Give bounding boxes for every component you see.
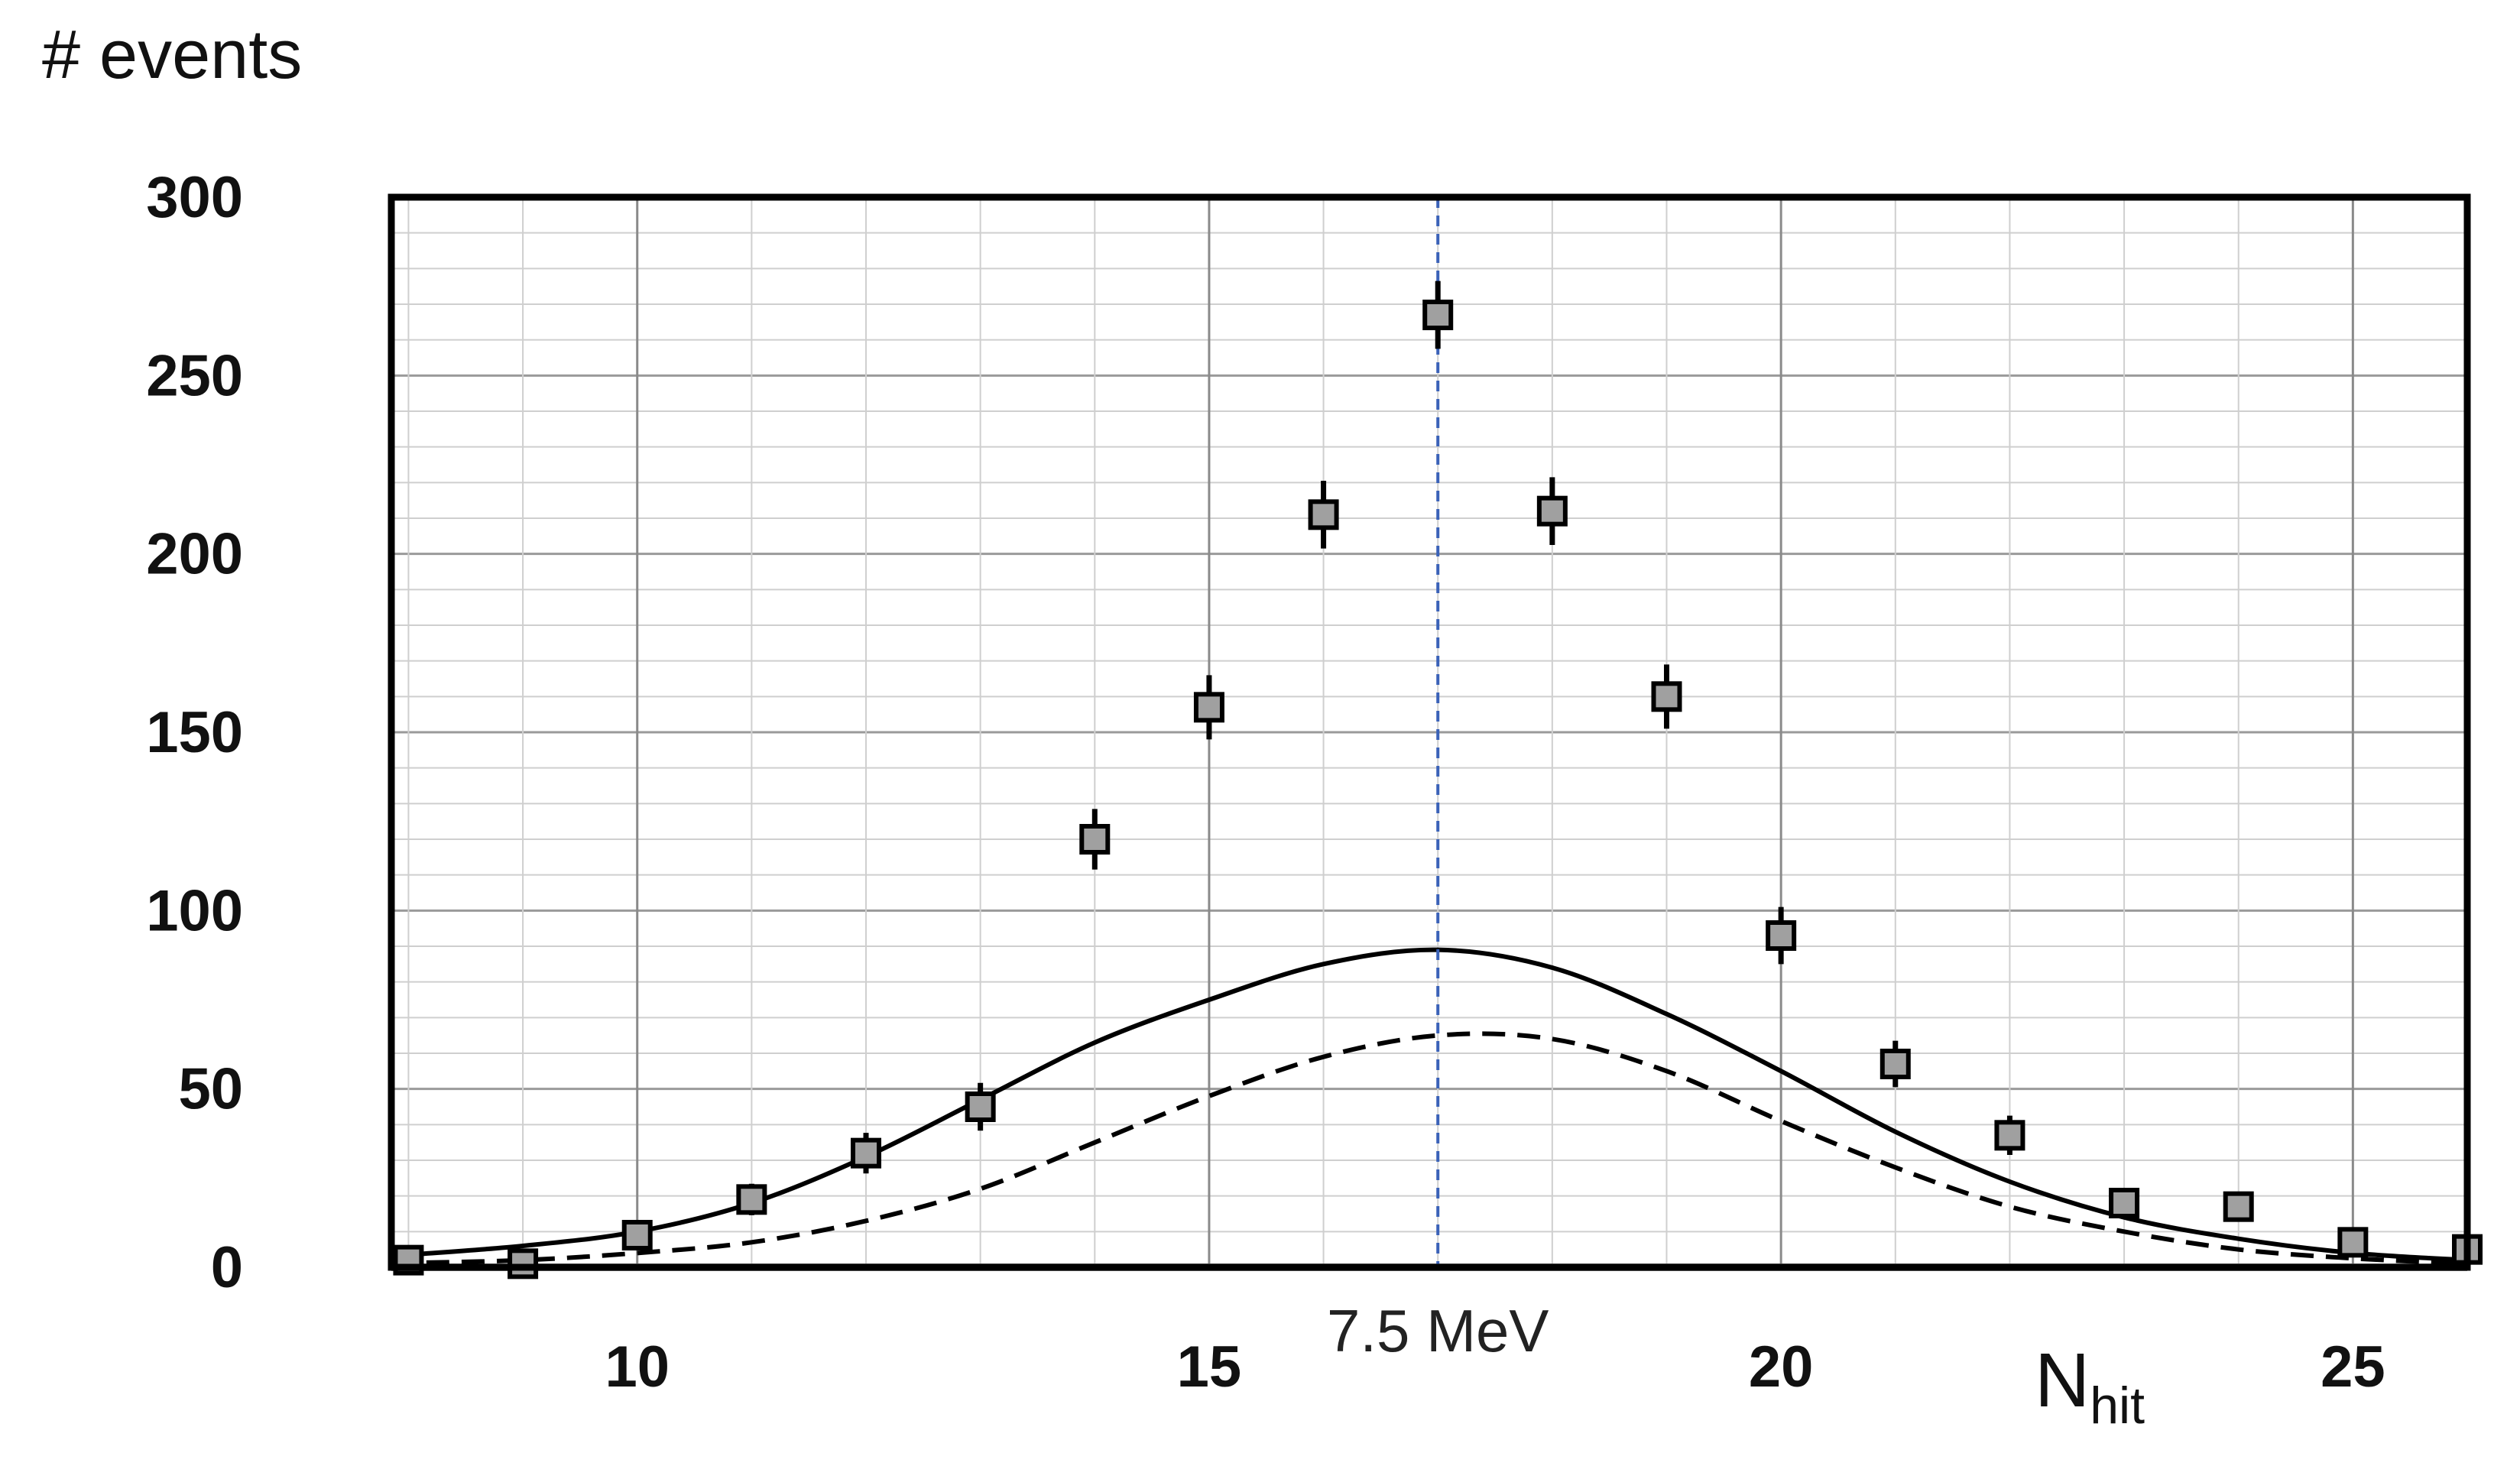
data-marker [508, 1248, 539, 1280]
y-axis-label: # events [42, 17, 302, 93]
data-marker [736, 1184, 767, 1215]
data-marker [1536, 495, 1568, 527]
data-marker [851, 1137, 882, 1169]
x-tick-label: 15 [1177, 1335, 1242, 1400]
y-tick-label: 150 [146, 700, 243, 765]
data-point [1994, 1115, 2025, 1155]
data-marker [2337, 1227, 2369, 1258]
data-point [1766, 907, 1797, 965]
data-point [621, 1220, 653, 1250]
data-point [2223, 1191, 2254, 1222]
data-point [508, 1248, 539, 1280]
tick-labels: 0 50 100 150 200 250 300 10 15 20 25 [146, 165, 2385, 1400]
data-marker [1766, 920, 1797, 951]
x-tick-label: 20 [1749, 1335, 1814, 1400]
data-point [1079, 809, 1111, 870]
data-marker [2109, 1188, 2140, 1218]
data-point [2337, 1227, 2369, 1258]
fit-curve-solid [391, 947, 2468, 1263]
data-marker [1879, 1049, 1911, 1079]
data-marker [1308, 499, 1339, 530]
y-tick-label: 200 [146, 522, 243, 587]
data-marker [965, 1091, 996, 1122]
y-tick-label: 250 [146, 343, 243, 408]
data-marker [1193, 692, 1224, 723]
data-point [851, 1133, 882, 1174]
y-tick-label: 50 [178, 1057, 243, 1122]
data-point [965, 1082, 996, 1131]
vertical-marker-label: 7.5 MeV [1327, 1297, 1549, 1364]
data-point [1651, 664, 1682, 729]
data-points [393, 281, 2483, 1280]
data-marker [2223, 1191, 2254, 1222]
data-marker [1994, 1120, 2025, 1151]
data-point [2109, 1188, 2140, 1218]
y-tick-label: 100 [146, 878, 243, 943]
data-point [1422, 281, 1454, 349]
x-axis-label: Nhit [2035, 1338, 2145, 1435]
data-point [1536, 477, 1568, 545]
data-point [1308, 481, 1339, 549]
data-marker [1422, 300, 1454, 330]
data-marker [621, 1220, 653, 1250]
y-tick-label: 300 [146, 165, 243, 230]
fit-curves [391, 947, 2468, 1267]
data-point [1879, 1040, 1911, 1088]
data-marker [1079, 824, 1111, 855]
data-marker [1651, 681, 1682, 712]
data-point [736, 1183, 767, 1215]
data-point [1193, 675, 1224, 740]
grid [391, 196, 2468, 1271]
x-tick-label: 10 [605, 1335, 670, 1400]
y-tick-label: 0 [211, 1235, 243, 1300]
fit-curve-dashed [391, 1031, 2468, 1267]
plot-frame [388, 193, 2471, 1271]
x-tick-label: 25 [2321, 1335, 2385, 1400]
